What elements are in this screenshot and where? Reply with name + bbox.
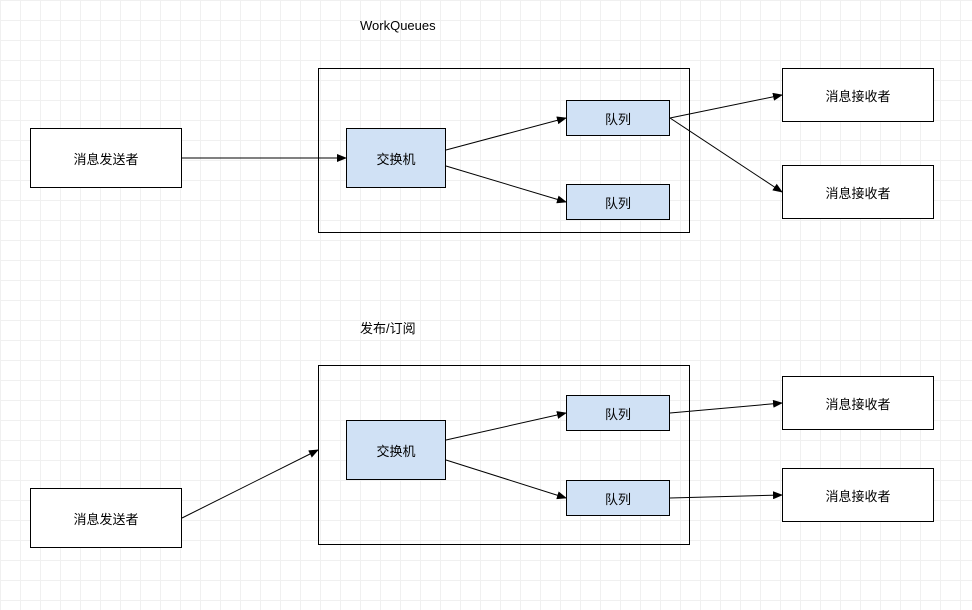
- title-pubsub: 发布/订阅: [360, 318, 416, 337]
- node-label: 队列: [605, 109, 631, 128]
- node-queue1-bottom: 队列: [566, 395, 670, 431]
- node-label: 队列: [605, 404, 631, 423]
- node-receiver2-top: 消息接收者: [782, 165, 934, 219]
- node-sender-bottom: 消息发送者: [30, 488, 182, 548]
- node-exchange-top: 交换机: [346, 128, 446, 188]
- title-workqueues: WorkQueues: [360, 18, 436, 33]
- node-receiver1-bottom: 消息接收者: [782, 376, 934, 430]
- node-label: 消息接收者: [825, 86, 890, 105]
- node-label: 消息接收者: [825, 394, 890, 413]
- node-queue2-bottom: 队列: [566, 480, 670, 516]
- node-label: 队列: [605, 489, 631, 508]
- node-label: 消息接收者: [825, 486, 890, 505]
- node-exchange-bottom: 交换机: [346, 420, 446, 480]
- node-sender-top: 消息发送者: [30, 128, 182, 188]
- node-label: 交换机: [376, 149, 415, 168]
- node-queue1-top: 队列: [566, 100, 670, 136]
- node-label: 消息发送者: [73, 149, 138, 168]
- node-label: 队列: [605, 193, 631, 212]
- node-label: 消息发送者: [73, 509, 138, 528]
- node-label: 消息接收者: [825, 183, 890, 202]
- node-queue2-top: 队列: [566, 184, 670, 220]
- node-label: 交换机: [376, 441, 415, 460]
- node-receiver2-bottom: 消息接收者: [782, 468, 934, 522]
- edge: [182, 450, 318, 518]
- node-receiver1-top: 消息接收者: [782, 68, 934, 122]
